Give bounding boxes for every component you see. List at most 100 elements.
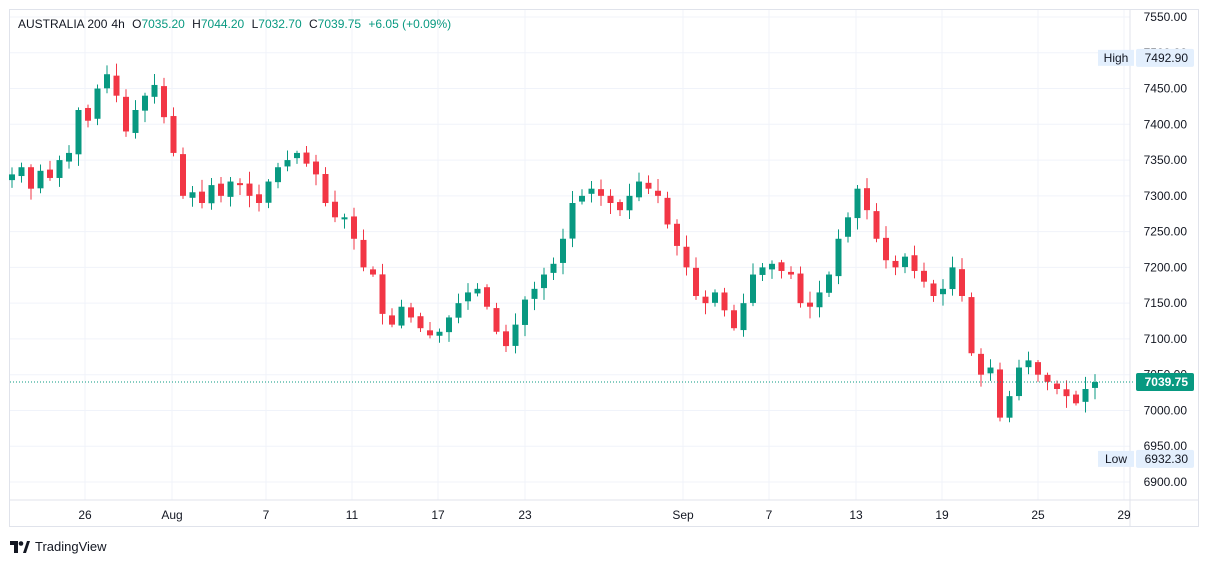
candle: [360, 229, 367, 272]
candle: [408, 302, 414, 323]
time-tick-label: Sep: [672, 508, 694, 522]
candle: [892, 255, 899, 276]
candle-body: [379, 274, 386, 314]
tradingview-branding[interactable]: TradingView: [10, 539, 107, 554]
candle-body: [417, 316, 424, 329]
candle-body: [161, 86, 167, 118]
candle-body: [750, 274, 756, 303]
change-value: +6.05 (+0.09%): [368, 17, 452, 31]
candle-body: [645, 182, 652, 189]
candle-body: [902, 256, 908, 268]
candle-body: [332, 201, 338, 218]
candle: [113, 63, 120, 103]
candle-body: [987, 367, 994, 374]
candle: [655, 178, 661, 204]
price-tag-low: Low 6932.30: [1098, 449, 1194, 468]
candle-body: [949, 267, 956, 290]
candle-body: [569, 203, 576, 239]
candle-body: [1073, 394, 1079, 404]
candle: [797, 266, 804, 308]
candle-body: [180, 154, 186, 196]
candle-body: [778, 262, 785, 271]
candle-body: [408, 307, 414, 318]
price-tick-label: 6900.00: [1144, 475, 1188, 489]
candle: [161, 77, 167, 124]
time-tick-label: 17: [431, 508, 445, 522]
candle-body: [1044, 374, 1051, 382]
tag-value-bg: [1136, 48, 1194, 67]
candle-body: [427, 330, 433, 336]
candle-body: [313, 161, 319, 175]
candle: [170, 107, 177, 157]
candle-body: [1082, 389, 1089, 402]
candle: [569, 190, 576, 248]
candle: [493, 302, 500, 335]
tag-value: 6932.30: [1145, 452, 1189, 466]
time-axis: 26 Aug 7 11 17 23 Sep 7 13 19 25 29: [78, 508, 1131, 522]
candle: [256, 184, 262, 212]
candle-body: [104, 74, 110, 89]
candle: [1082, 376, 1089, 413]
candle: [199, 179, 205, 209]
candle-body: [655, 190, 661, 196]
time-tick-label: 13: [849, 508, 863, 522]
candle-body: [389, 315, 395, 325]
candle: [151, 73, 158, 104]
candle-body: [769, 263, 775, 270]
candle: [85, 104, 91, 128]
candle-body: [170, 116, 177, 153]
candle-body: [227, 181, 234, 197]
chart-panel[interactable]: [9, 9, 1199, 527]
candle: [664, 191, 671, 229]
candle-body: [826, 274, 832, 293]
candle-body: [398, 306, 405, 326]
candle: [503, 324, 509, 353]
candle-body: [37, 170, 44, 189]
candle: [123, 89, 129, 137]
candle-body: [674, 223, 680, 246]
candle: [66, 145, 72, 169]
candle-body: [208, 185, 215, 204]
candle: [721, 287, 728, 317]
candle: [750, 263, 756, 307]
price-tags: High 7492.90 Low 6932.30 7039.75: [1098, 48, 1194, 468]
tag-label: Low: [1105, 452, 1127, 466]
candle-body: [835, 238, 842, 277]
candle: [560, 228, 566, 275]
candle-body: [28, 167, 34, 189]
tradingview-name: TradingView: [35, 539, 107, 554]
candle-body: [142, 95, 148, 111]
candle: [873, 203, 880, 243]
candle-body: [436, 331, 443, 336]
candle: [674, 219, 680, 256]
candle-body: [284, 160, 291, 167]
candle-body: [123, 96, 129, 132]
candle: [550, 257, 557, 281]
tag-value-bg: [1136, 449, 1194, 468]
tag-label: High: [1104, 51, 1129, 65]
candle: [398, 299, 405, 329]
candle: [864, 178, 870, 220]
candle-body: [189, 192, 196, 198]
candle: [588, 180, 595, 203]
tag-label-bg: [1098, 49, 1134, 66]
candle: [769, 260, 775, 279]
candle: [987, 359, 994, 381]
time-tick-label: 19: [935, 508, 949, 522]
candle-body: [1063, 389, 1070, 397]
candle-body: [816, 292, 823, 308]
candle: [389, 308, 395, 328]
candle-body: [522, 299, 528, 325]
candle-body: [265, 181, 272, 203]
candle-body: [199, 191, 205, 203]
candle-body: [683, 246, 690, 268]
candle: [1044, 372, 1051, 391]
candle: [484, 284, 490, 310]
candle-body: [85, 107, 91, 121]
candle: [56, 155, 63, 187]
low-label: L: [251, 17, 259, 31]
candle: [626, 183, 633, 220]
candle-body: [588, 188, 595, 194]
candle-body: [797, 273, 804, 304]
